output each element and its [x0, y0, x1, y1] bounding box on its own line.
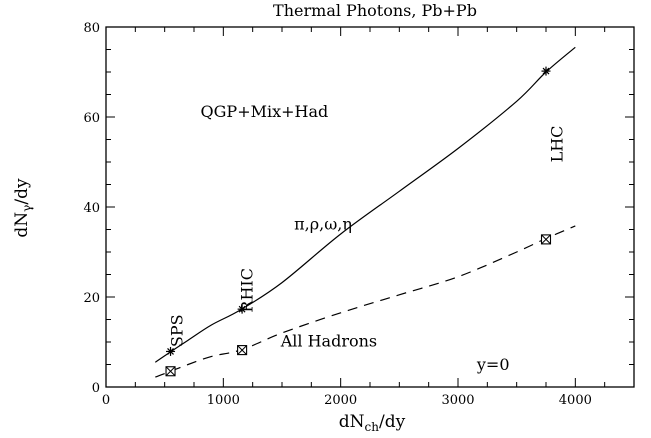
series-0-point [166, 346, 176, 356]
x-axis: 0 1000 2000 3000 4000 [102, 27, 635, 408]
series-1-point [540, 234, 552, 245]
annotation-label: π,ρ,ω,η [294, 215, 352, 234]
series-1-point [165, 366, 176, 377]
y-axis: 0 20 40 60 80 [83, 21, 634, 396]
series-line-1 [155, 225, 576, 378]
series-line-0 [154, 46, 576, 363]
series-0-point [541, 66, 551, 76]
series-0-point [237, 304, 247, 314]
annotation-label: SPS [167, 314, 186, 347]
x-axis-label: dNch/dy [339, 412, 406, 434]
y-tick-label: 40 [83, 201, 100, 216]
chart-title: Thermal Photons, Pb+Pb [273, 1, 477, 20]
x-tick-label: 2000 [324, 393, 357, 408]
y-tick-label: 20 [83, 291, 100, 306]
annotation-label: QGP+Mix+Had [201, 102, 329, 121]
series-layer [154, 46, 576, 378]
x-tick-label: 3000 [441, 393, 474, 408]
annotation-label: RHIC [238, 268, 257, 313]
y-tick-label: 0 [92, 381, 100, 396]
annotation-label: All Hadrons [280, 332, 377, 351]
y-axis-label: dNγ/dy [12, 178, 34, 238]
annotation-label: y=0 [476, 355, 510, 374]
x-tick-label: 4000 [559, 393, 592, 408]
annotation-label: LHC [547, 126, 566, 163]
annotations: QGP+Mix+Had π,ρ,ω,η All Hadrons y=0 SPS RHIC L… [167, 102, 566, 374]
series-1-point [237, 345, 248, 356]
x-tick-label: 1000 [207, 393, 240, 408]
x-tick-label: 0 [102, 393, 110, 408]
y-tick-label: 60 [83, 111, 100, 126]
y-tick-label: 80 [83, 21, 100, 36]
